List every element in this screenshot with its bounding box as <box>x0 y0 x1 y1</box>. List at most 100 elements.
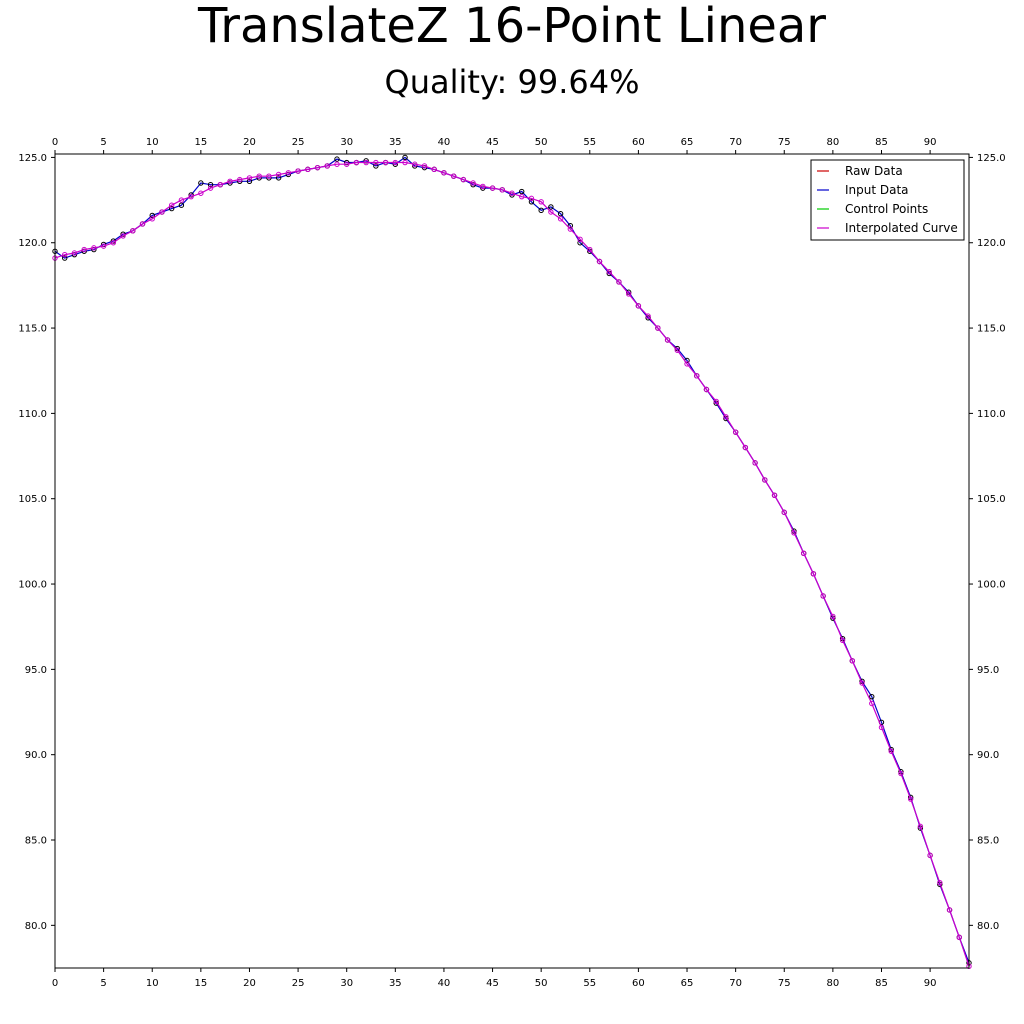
x-tick-label-bottom: 55 <box>583 978 596 989</box>
x-tick-label-bottom: 90 <box>924 978 937 989</box>
data-point-interpolated-curve <box>71 250 78 256</box>
legend-box <box>810 159 965 241</box>
data-point-interpolated-curve <box>946 907 953 913</box>
y-tick-label-left: 85.0 <box>25 836 47 847</box>
y-tick-label-right: 120.0 <box>977 238 1006 249</box>
y-tick-label-right: 80.0 <box>977 921 999 932</box>
data-point-interpolated-curve <box>91 245 97 251</box>
x-tick-label-top: 20 <box>243 137 256 148</box>
data-point-interpolated-curve <box>577 236 583 243</box>
x-tick-label-bottom: 75 <box>778 978 791 989</box>
data-point-input-data <box>178 202 185 208</box>
x-tick-label-bottom: 25 <box>292 978 305 989</box>
data-point-interpolated-curve <box>489 185 496 191</box>
series-interpolated-curve <box>52 159 972 969</box>
x-tick-label-bottom: 45 <box>486 978 499 989</box>
data-point-input-data <box>168 205 175 212</box>
x-tick-label-bottom: 10 <box>146 978 159 989</box>
data-point-interpolated-curve <box>305 166 311 173</box>
y-tick-label-left: 90.0 <box>25 750 47 761</box>
data-point-interpolated-curve <box>237 176 243 183</box>
data-point-interpolated-curve <box>188 193 194 200</box>
data-point-interpolated-curve <box>217 182 223 188</box>
data-point-interpolated-curve <box>431 166 437 173</box>
data-point-interpolated-curve <box>178 197 185 203</box>
data-point-interpolated-curve <box>625 291 632 297</box>
data-point-interpolated-curve <box>839 637 846 644</box>
data-point-interpolated-curve <box>635 303 642 309</box>
data-point-interpolated-curve <box>499 187 505 193</box>
x-tick-label-top: 0 <box>52 137 58 148</box>
data-point-interpolated-curve <box>742 444 749 451</box>
data-point-interpolated-curve <box>441 170 447 176</box>
data-point-interpolated-curve <box>198 190 204 196</box>
data-point-interpolated-curve <box>557 216 564 222</box>
x-tick-label-top: 45 <box>486 137 499 148</box>
data-point-interpolated-curve <box>703 386 710 393</box>
x-tick-label-bottom: 40 <box>438 978 451 989</box>
data-point-interpolated-curve <box>791 530 797 536</box>
data-point-interpolated-curve <box>781 509 787 516</box>
data-point-interpolated-curve <box>412 161 418 167</box>
data-point-interpolated-curve <box>528 195 535 202</box>
y-tick-label-right: 95.0 <box>977 665 999 676</box>
x-tick-label-bottom: 0 <box>52 978 58 989</box>
x-tick-label-top: 35 <box>389 137 402 148</box>
data-point-interpolated-curve <box>732 429 739 435</box>
data-point-interpolated-curve <box>110 240 117 246</box>
data-point-input-data <box>373 163 379 169</box>
x-tick-label-bottom: 50 <box>535 978 548 989</box>
data-point-interpolated-curve <box>227 178 233 185</box>
legend-label: Raw Data <box>845 164 903 178</box>
x-tick-label-bottom: 15 <box>194 978 207 989</box>
data-point-interpolated-curve <box>655 325 661 331</box>
x-tick-label-bottom: 20 <box>243 978 256 989</box>
x-tick-label-top: 85 <box>875 137 888 148</box>
data-point-interpolated-curve <box>266 173 272 179</box>
data-point-interpolated-curve <box>548 209 554 215</box>
data-point-interpolated-curve <box>859 680 865 686</box>
legend-label: Control Points <box>845 202 928 216</box>
series-line-interpolated-curve <box>54 161 970 967</box>
y-tick-label-right: 105.0 <box>977 494 1006 505</box>
data-point-interpolated-curve <box>752 460 758 466</box>
x-tick-label-top: 25 <box>292 137 305 148</box>
x-tick-label-top: 30 <box>340 137 353 148</box>
x-tick-label-bottom: 35 <box>389 978 402 989</box>
data-point-interpolated-curve <box>723 414 729 420</box>
chart-subtitle: Quality: 99.64% <box>384 63 640 101</box>
data-point-interpolated-curve <box>295 168 301 174</box>
data-point-interpolated-curve <box>402 159 408 166</box>
data-point-interpolated-curve <box>519 193 525 200</box>
plot-frame <box>54 153 970 969</box>
data-point-interpolated-curve <box>927 852 933 859</box>
data-point-interpolated-curve <box>334 161 340 167</box>
x-tick-label-top: 75 <box>778 137 791 148</box>
data-point-input-data <box>538 207 544 214</box>
data-point-interpolated-curve <box>937 879 943 886</box>
series-layer <box>52 154 972 969</box>
data-point-interpolated-curve <box>713 398 719 405</box>
y-tick-label-left: 110.0 <box>18 409 47 420</box>
data-point-interpolated-curve <box>450 173 457 179</box>
data-point-interpolated-curve <box>120 233 126 239</box>
data-point-interpolated-curve <box>470 180 476 186</box>
data-point-input-data <box>402 154 408 161</box>
data-point-interpolated-curve <box>771 492 778 498</box>
data-point-interpolated-curve <box>285 170 292 176</box>
data-point-interpolated-curve <box>324 163 330 169</box>
x-tick-label-top: 5 <box>100 137 106 148</box>
data-point-interpolated-curve <box>207 185 214 191</box>
data-point-input-data <box>334 156 340 162</box>
data-point-interpolated-curve <box>830 613 836 620</box>
data-point-interpolated-curve <box>616 279 622 285</box>
x-tick-label-bottom: 60 <box>632 978 645 989</box>
x-tick-label-bottom: 65 <box>681 978 694 989</box>
data-point-interpolated-curve <box>801 550 807 557</box>
data-point-interpolated-curve <box>382 159 389 166</box>
data-point-interpolated-curve <box>81 246 87 253</box>
y-tick-label-left: 125.0 <box>18 153 47 164</box>
data-point-input-data <box>207 182 214 188</box>
y-tick-label-right: 90.0 <box>977 750 999 761</box>
